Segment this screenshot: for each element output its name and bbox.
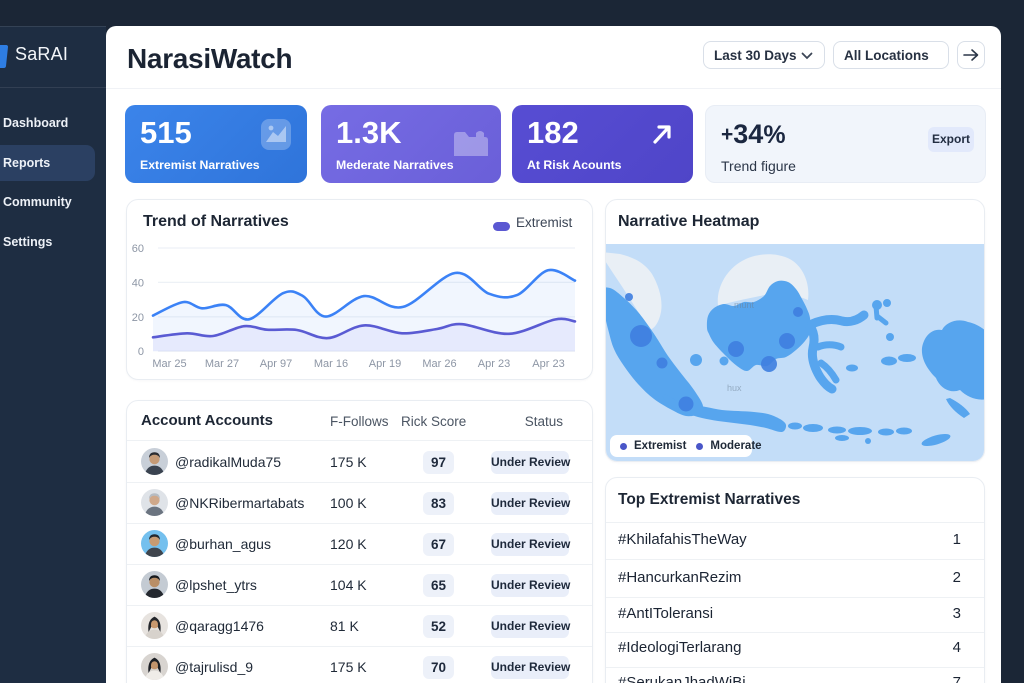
svg-text:hux: hux bbox=[727, 383, 742, 393]
svg-text:40: 40 bbox=[132, 277, 144, 289]
svg-text:Mar 27: Mar 27 bbox=[205, 358, 239, 370]
svg-text:munt: munt bbox=[734, 300, 755, 310]
svg-text:20: 20 bbox=[132, 312, 144, 324]
svg-text:Apr 19: Apr 19 bbox=[369, 358, 401, 370]
svg-text:Mar 25: Mar 25 bbox=[152, 358, 186, 370]
svg-text:60: 60 bbox=[132, 243, 144, 255]
svg-text:Apr 23: Apr 23 bbox=[532, 358, 564, 370]
svg-text:Apr 23: Apr 23 bbox=[478, 358, 510, 370]
svg-text:0: 0 bbox=[138, 346, 144, 358]
svg-text:Mar 16: Mar 16 bbox=[314, 358, 348, 370]
svg-text:Mar 26: Mar 26 bbox=[422, 358, 456, 370]
svg-text:Apr 97: Apr 97 bbox=[260, 358, 292, 370]
